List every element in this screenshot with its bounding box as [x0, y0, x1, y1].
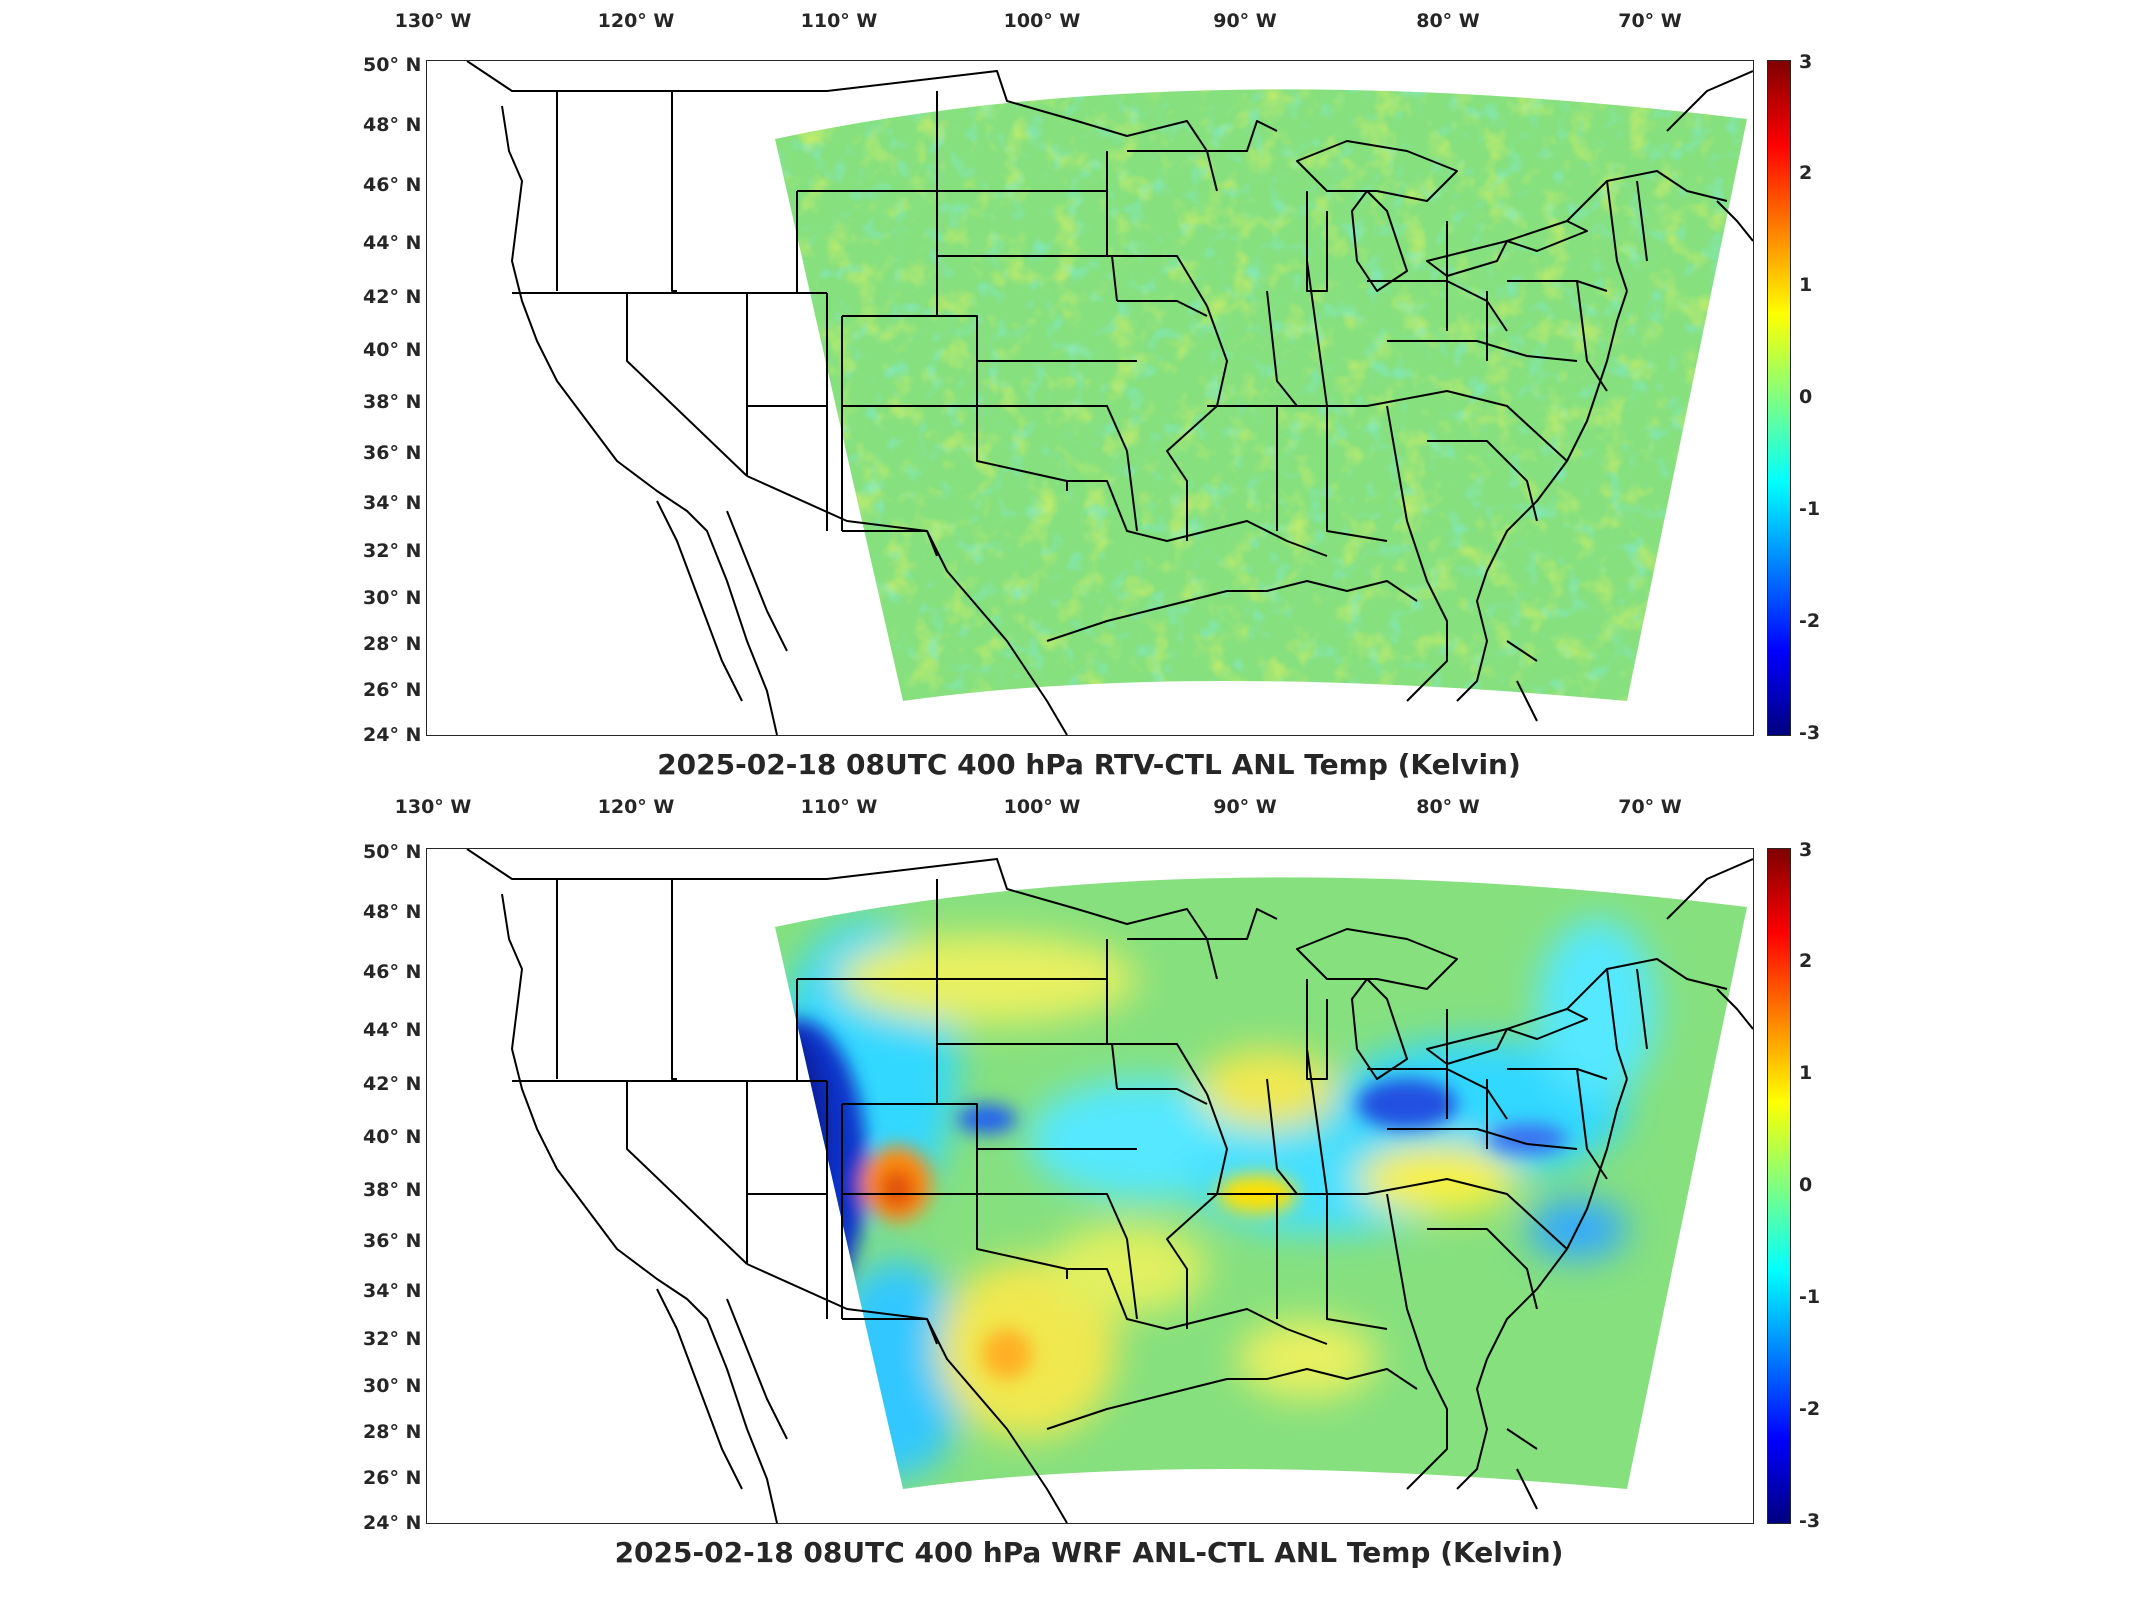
colorbar-tick-label: -2 — [1799, 610, 1821, 632]
lon-label: 130° W — [394, 10, 472, 32]
lon-label: 120° W — [597, 10, 675, 32]
colorbar-tick-label: 0 — [1799, 386, 1813, 408]
map-svg — [466, 849, 1753, 1523]
lat-label: 40° N — [363, 339, 422, 361]
lon-label: 130° W — [394, 796, 472, 818]
lon-label: 120° W — [597, 796, 675, 818]
lon-label: 80° W — [1416, 10, 1480, 32]
colorbar-tick-label: -1 — [1799, 1286, 1821, 1308]
lat-label: 44° N — [363, 1019, 422, 1041]
panel-title: 2025-02-18 08UTC 400 hPa WRF ANL-CTL ANL… — [614, 1536, 1564, 1569]
lat-label: 36° N — [363, 1230, 422, 1252]
map-svg — [466, 61, 1753, 735]
lat-label: 34° N — [363, 1280, 422, 1302]
map-panel-1 — [426, 60, 1754, 736]
lat-label: 32° N — [363, 540, 422, 562]
lat-label: 34° N — [363, 492, 422, 514]
lat-label: 42° N — [363, 1073, 422, 1095]
lat-label: 38° N — [363, 391, 422, 413]
lon-label: 90° W — [1213, 10, 1277, 32]
lat-label: 44° N — [363, 232, 422, 254]
lon-label: 110° W — [800, 10, 878, 32]
lon-label: 70° W — [1618, 796, 1682, 818]
lat-label: 50° N — [363, 54, 422, 76]
colorbar-tick-label: 0 — [1799, 1174, 1813, 1196]
lat-label: 38° N — [363, 1179, 422, 1201]
lat-label: 28° N — [363, 1421, 422, 1443]
colorbar-tick-label: 1 — [1799, 1062, 1813, 1084]
lon-label: 100° W — [1003, 796, 1081, 818]
colorbar-tick-label: 3 — [1799, 839, 1813, 861]
lat-label: 36° N — [363, 442, 422, 464]
lat-label: 50° N — [363, 841, 422, 863]
lat-label: 46° N — [363, 174, 422, 196]
lat-label: 26° N — [363, 1467, 422, 1489]
lon-label: 110° W — [800, 796, 878, 818]
colorbar-tick-label: 1 — [1799, 274, 1813, 296]
lat-label: 26° N — [363, 679, 422, 701]
colorbar — [1767, 60, 1791, 736]
colorbar-tick-label: -3 — [1799, 1510, 1821, 1532]
lat-label: 48° N — [363, 114, 422, 136]
colorbar-tick-label: -1 — [1799, 498, 1821, 520]
lon-label: 90° W — [1213, 796, 1277, 818]
lon-label: 80° W — [1416, 796, 1480, 818]
colorbar-tick-label: 2 — [1799, 950, 1813, 972]
lat-label: 28° N — [363, 633, 422, 655]
lat-label: 24° N — [363, 1512, 422, 1534]
lat-label: 42° N — [363, 286, 422, 308]
lat-label: 30° N — [363, 587, 422, 609]
colorbar-tick-label: -2 — [1799, 1398, 1821, 1420]
lat-label: 32° N — [363, 1328, 422, 1350]
panel-title: 2025-02-18 08UTC 400 hPa RTV-CTL ANL Tem… — [657, 748, 1521, 781]
lat-label: 40° N — [363, 1126, 422, 1148]
lat-label: 30° N — [363, 1375, 422, 1397]
colorbar-tick-label: -3 — [1799, 722, 1821, 744]
map-panel-2 — [426, 848, 1754, 1524]
lon-label: 70° W — [1618, 10, 1682, 32]
lon-label: 100° W — [1003, 10, 1081, 32]
lat-label: 24° N — [363, 724, 422, 746]
colorbar-tick-label: 2 — [1799, 162, 1813, 184]
lat-label: 48° N — [363, 901, 422, 923]
colorbar — [1767, 848, 1791, 1524]
lat-label: 46° N — [363, 961, 422, 983]
colorbar-tick-label: 3 — [1799, 51, 1813, 73]
